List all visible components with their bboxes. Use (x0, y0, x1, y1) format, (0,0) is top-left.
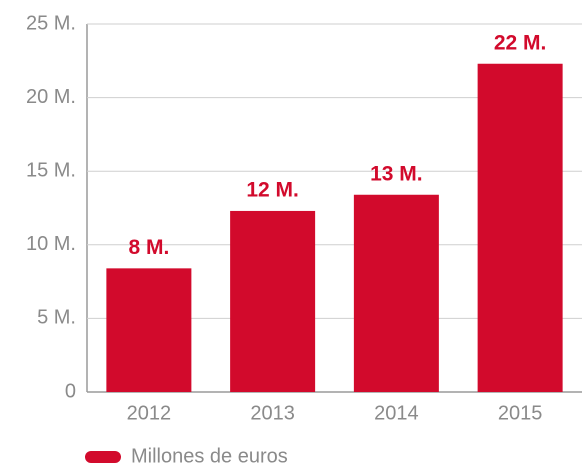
y-tick-label: 20 M. (26, 86, 76, 108)
bar (106, 268, 192, 392)
bar (353, 194, 439, 392)
legend-label: Millones de euros (131, 445, 288, 466)
y-tick-label: 5 M. (37, 307, 76, 329)
y-tick-label: 15 M. (26, 159, 76, 181)
y-tick-label: 0 (65, 380, 76, 402)
x-tick-label: 2015 (498, 402, 543, 424)
y-tick-label: 10 M. (26, 233, 76, 255)
data-label: 12 M. (246, 178, 299, 201)
data-label: 8 M. (128, 236, 169, 259)
legend-swatch (85, 451, 121, 463)
data-label: 13 M. (370, 162, 423, 185)
x-tick-label: 2012 (127, 402, 172, 424)
x-tick-label: 2013 (250, 402, 295, 424)
x-tick-label: 2014 (374, 402, 419, 424)
y-tick-label: 25 M. (26, 12, 76, 34)
data-label: 22 M. (494, 31, 547, 54)
bar (230, 210, 316, 392)
bar (477, 63, 563, 393)
